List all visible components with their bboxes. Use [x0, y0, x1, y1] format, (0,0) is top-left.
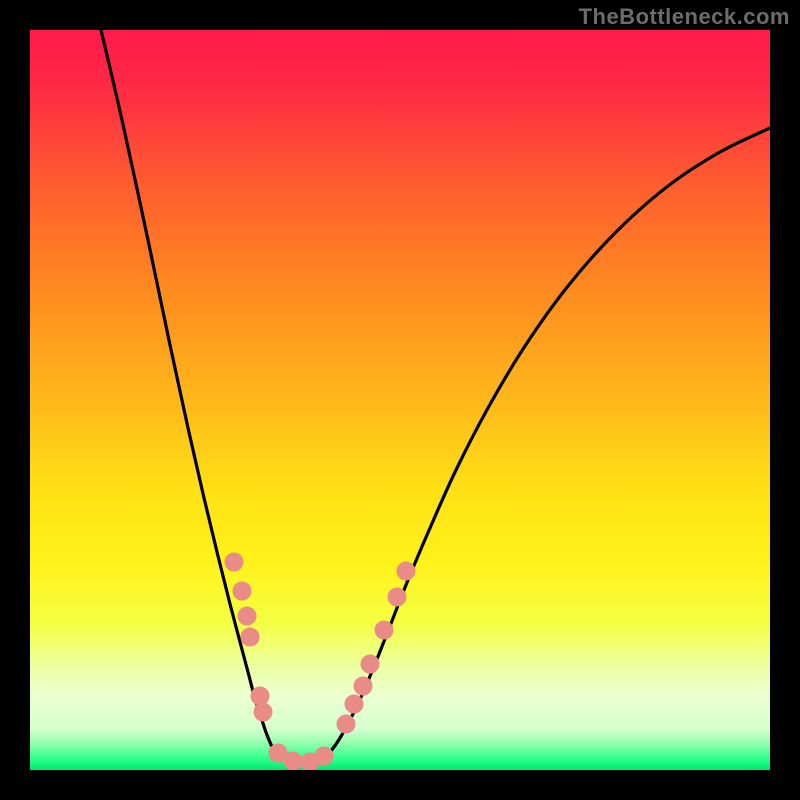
data-marker	[397, 562, 415, 580]
chart-gradient-background	[30, 30, 770, 770]
data-marker	[361, 655, 379, 673]
data-marker	[315, 747, 333, 765]
data-marker	[284, 752, 302, 770]
data-marker	[254, 703, 272, 721]
data-marker	[375, 621, 393, 639]
chart-frame: TheBottleneck.com	[0, 0, 800, 800]
bottleneck-chart	[0, 0, 800, 800]
data-marker	[233, 582, 251, 600]
data-marker	[251, 687, 269, 705]
data-marker	[337, 715, 355, 733]
watermark-text: TheBottleneck.com	[579, 4, 790, 30]
data-marker	[238, 607, 256, 625]
data-marker	[345, 695, 363, 713]
data-marker	[225, 553, 243, 571]
data-marker	[354, 677, 372, 695]
data-marker	[388, 588, 406, 606]
data-marker	[241, 628, 259, 646]
